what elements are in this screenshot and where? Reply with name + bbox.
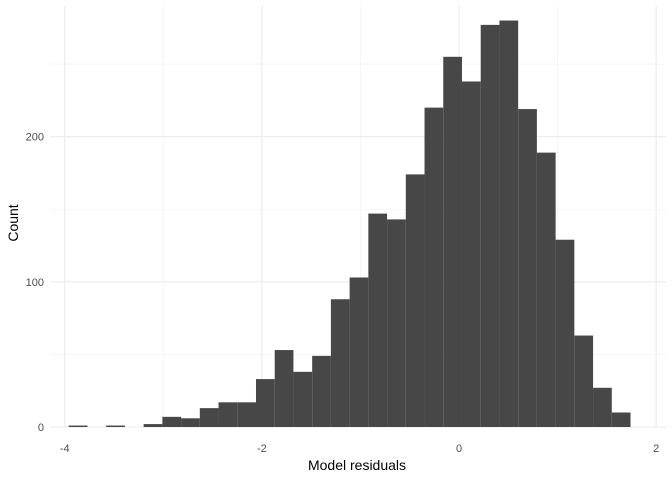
histogram-bar [555,239,575,427]
histogram-bar [143,424,163,427]
x-axis-tick-labels: -4 -2 0 2 [60,443,659,455]
y-axis-tick-labels: 0 100 200 [26,132,44,434]
histogram-bar [330,299,350,427]
histogram-bar [237,402,256,427]
histogram-bar [387,219,406,427]
histogram-bar [593,387,612,427]
histogram-bar [293,371,313,427]
histogram-bar [368,213,388,427]
histogram-bar [312,355,331,427]
x-tick-label: -2 [257,443,267,455]
histogram-bar [443,56,462,428]
histogram-bar [480,24,500,428]
x-tick-label: 0 [456,443,462,455]
histogram-bar [574,335,594,427]
histogram-bar [349,277,369,427]
histogram-bar [536,152,556,427]
histogram-bar [424,107,444,427]
y-tick-label: 0 [38,422,44,434]
x-tick-label: -4 [60,443,70,455]
histogram-bar [218,402,238,427]
histogram-bar [106,425,125,427]
x-axis-title: Model residuals [308,457,406,473]
x-tick-label: 2 [653,443,659,455]
histogram-bar [611,412,631,427]
histogram-bar [181,418,200,427]
histogram-bar [274,350,294,427]
histogram-bar [199,408,219,427]
histogram-bar [499,20,519,427]
histogram-bar [518,109,537,427]
y-tick-label: 200 [26,132,44,144]
y-axis-title: Count [5,204,21,241]
histogram-bar [405,174,425,427]
histogram-bar [461,81,481,427]
histogram-bar [162,416,182,427]
histogram-bar [68,425,88,427]
y-tick-label: 100 [26,277,44,289]
histogram-bar [255,379,275,427]
histogram-bars [68,20,631,428]
